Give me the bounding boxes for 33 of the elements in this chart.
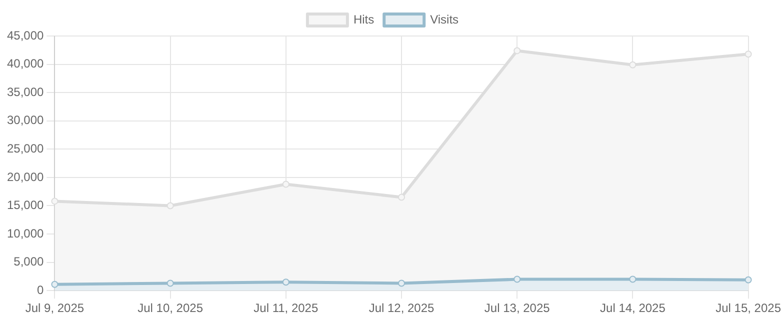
x-tick-label: Jul 9, 2025 <box>25 301 84 316</box>
x-tick-label: Jul 11, 2025 <box>254 301 318 316</box>
y-tick-label: 15,000 <box>7 198 44 212</box>
y-tick-label: 10,000 <box>7 226 44 240</box>
point <box>514 276 521 283</box>
x-tick-label: Jul 14, 2025 <box>600 301 666 316</box>
y-tick-label: 0 <box>37 282 44 297</box>
point <box>514 47 521 54</box>
point <box>629 276 636 283</box>
point <box>51 280 58 288</box>
point <box>51 198 58 205</box>
legend-label: Hits <box>353 12 374 26</box>
point <box>744 50 752 58</box>
y-tick-label: 25,000 <box>7 141 44 156</box>
point <box>629 61 636 68</box>
y-tick-label: 20,000 <box>7 170 44 184</box>
point <box>282 180 290 188</box>
y-tick-label: 5,000 <box>14 254 44 269</box>
y-tick-label: 30,000 <box>7 113 44 128</box>
y-tick-label: 35,000 <box>7 84 44 99</box>
x-tick-label: Jul 10, 2025 <box>138 301 204 316</box>
x-tick-label: Jul 15, 2025 <box>716 301 782 316</box>
point <box>744 276 752 284</box>
y-tick-label: 45,000 <box>7 28 44 42</box>
point <box>166 202 174 210</box>
legend-label: Visits <box>430 12 459 26</box>
point <box>398 280 406 287</box>
x-tick-label: Jul 13, 2025 <box>484 301 550 316</box>
point <box>282 278 290 286</box>
x-tick-label: Jul 12, 2025 <box>368 301 435 316</box>
y-tick-label: 40,000 <box>7 56 44 71</box>
point <box>398 194 406 201</box>
point <box>166 280 174 287</box>
